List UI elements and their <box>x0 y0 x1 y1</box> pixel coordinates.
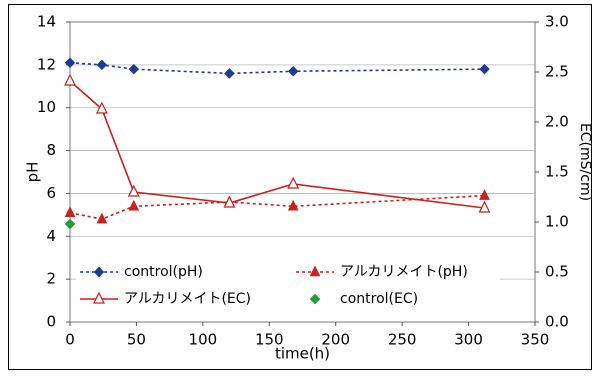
y-left-tick-label: 12 <box>37 55 56 73</box>
data-point-series-2 <box>478 200 491 213</box>
data-point-series-0 <box>479 63 490 75</box>
x-tick-label: 250 <box>388 331 417 349</box>
y-left-axis-title: pH <box>24 162 42 183</box>
x-tick-label: 100 <box>189 331 218 349</box>
x-tick-label: 50 <box>127 331 146 349</box>
y-right-axis-title: EC(mS/cm) <box>577 123 593 201</box>
data-point-series-2 <box>127 184 140 197</box>
data-point-series-1 <box>64 206 76 217</box>
y-right-tick-label: 1.5 <box>545 163 569 181</box>
y-right-tick-label: 0.5 <box>545 263 569 281</box>
legend-marker <box>93 291 105 304</box>
y-left-tick-label: 10 <box>37 98 56 116</box>
series-line-2 <box>69 80 485 209</box>
y-left-tick-label: 0 <box>46 313 56 331</box>
legend-label: control(pH) <box>124 264 203 280</box>
data-point-series-0 <box>96 59 108 71</box>
legend-marker <box>309 265 321 277</box>
data-point-series-0 <box>128 63 140 75</box>
data-point-series-1 <box>287 199 299 211</box>
data-point-series-0 <box>287 65 299 77</box>
y-right-tick-label: 0.0 <box>545 313 569 331</box>
y-left-tick-label: 14 <box>37 13 56 31</box>
y-left-tick-label: 6 <box>46 184 56 202</box>
y-left-tick-label: 2 <box>46 270 56 288</box>
y-right-tick-label: 2.0 <box>545 113 569 131</box>
y-left-tick-label: 4 <box>46 227 56 245</box>
data-point-series-1 <box>128 199 140 211</box>
x-tick-label: 300 <box>454 331 483 349</box>
data-point-series-3 <box>64 218 76 230</box>
x-axis-title: time(h) <box>275 345 330 363</box>
y-right-tick-label: 3.0 <box>545 13 569 31</box>
x-tick-label: 200 <box>321 331 350 349</box>
series-line-1 <box>69 194 485 220</box>
series-line-0 <box>69 61 485 75</box>
legend-marker <box>93 266 105 278</box>
data-point-series-1 <box>479 189 490 200</box>
x-tick-label: 150 <box>255 331 284 349</box>
data-point-series-2 <box>95 101 108 114</box>
legend-label: アルカリメイト(EC) <box>124 291 251 307</box>
data-point-series-2 <box>223 195 236 208</box>
y-left-tick-label: 8 <box>46 141 56 159</box>
data-point-series-1 <box>96 212 108 224</box>
legend-marker <box>309 293 321 305</box>
y-right-tick-label: 1.0 <box>545 213 569 231</box>
data-point-series-0 <box>224 68 235 79</box>
data-point-series-2 <box>287 176 300 189</box>
legend-box <box>76 261 500 311</box>
x-tick-label: 0 <box>65 331 75 349</box>
x-tick-label: 350 <box>521 331 550 349</box>
y-right-tick-label: 2.5 <box>545 63 569 81</box>
legend-label: control(EC) <box>340 291 418 307</box>
data-point-series-0 <box>64 57 76 69</box>
legend-label: アルカリメイト(pH) <box>340 264 468 280</box>
data-point-series-2 <box>64 73 76 86</box>
